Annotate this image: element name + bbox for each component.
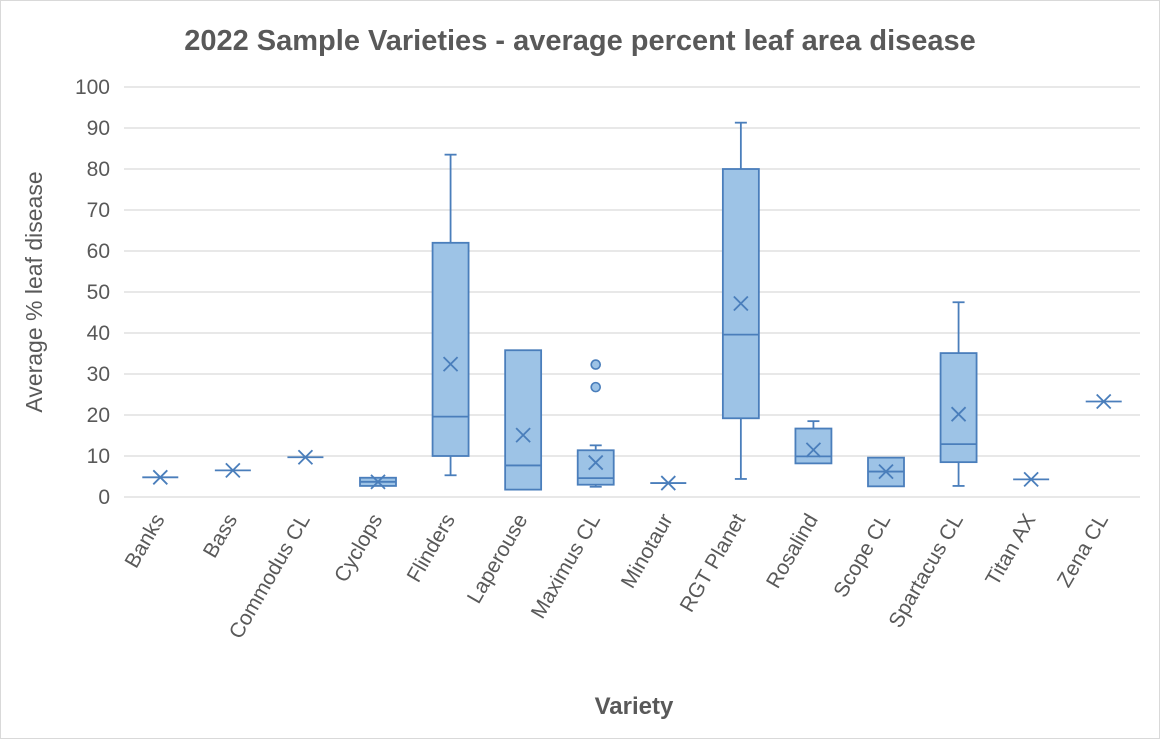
mean-marker <box>297 449 314 465</box>
mean-marker <box>515 427 531 443</box>
x-tick-label: RGT Planet <box>676 510 751 616</box>
y-tick-label: 80 <box>87 158 110 181</box>
iqr-box <box>576 449 615 486</box>
mean-marker <box>152 469 168 485</box>
x-tick-label: Titan AX <box>981 510 1040 590</box>
box-commodus-cl <box>287 449 324 465</box>
mean-marker <box>733 295 749 312</box>
x-tick-label: Spartacus CL <box>884 510 968 632</box>
box-zena-cl <box>1085 393 1122 410</box>
x-tick-label: Minotaur <box>617 510 678 592</box>
box-titan-ax <box>1013 471 1050 488</box>
box-scope-cl <box>867 456 905 488</box>
mean-marker <box>950 406 967 422</box>
box-spartacus-cl <box>939 301 978 487</box>
x-tick-label: Laperouse <box>463 510 533 607</box>
box-flinders <box>431 153 470 477</box>
y-tick-label: 100 <box>75 76 110 99</box>
box-rosalind <box>794 420 833 465</box>
iqr-box <box>504 349 543 491</box>
y-tick-label: 30 <box>87 363 110 386</box>
box-series <box>142 121 1122 491</box>
box-banks <box>142 469 179 485</box>
outlier-point <box>590 381 602 393</box>
y-tick-label: 40 <box>87 322 110 345</box>
x-tick-label: Bass <box>199 510 242 562</box>
y-tick-label: 0 <box>98 486 110 509</box>
x-tick-label: Banks <box>121 510 170 572</box>
y-axis-title: Average % leaf disease <box>21 171 47 412</box>
chart-title: 2022 Sample Varieties - average percent … <box>184 25 976 57</box>
y-tick-label: 60 <box>87 240 110 263</box>
iqr-box <box>721 168 760 420</box>
x-tick-label: Scope CL <box>829 510 895 601</box>
x-tick-label: Commodus CL <box>225 510 315 643</box>
y-tick-label: 10 <box>87 445 110 468</box>
iqr-box <box>431 241 470 457</box>
mean-marker <box>442 356 459 372</box>
mean-marker <box>805 442 822 458</box>
box-cyclops <box>359 474 397 490</box>
box-rgt-planet <box>721 121 760 480</box>
iqr-box <box>794 427 833 465</box>
box-laperouse <box>504 349 543 491</box>
x-axis-title: Variety <box>595 693 674 720</box>
mean-marker <box>1096 393 1112 410</box>
mean-marker <box>370 474 386 490</box>
x-tick-label: Cyclops <box>330 510 387 586</box>
y-tick-label: 20 <box>87 404 110 427</box>
mean-marker <box>588 454 604 471</box>
y-axis-ticks: 0 10 20 30 40 50 60 70 80 90 100 <box>75 76 110 509</box>
y-tick-label: 50 <box>87 281 110 304</box>
x-tick-label: Zena CL <box>1053 510 1113 591</box>
x-tick-label: Rosalind <box>762 510 823 592</box>
y-tick-label: 70 <box>87 199 110 222</box>
mean-marker <box>878 463 894 480</box>
gridlines <box>124 86 1140 498</box>
x-tick-label: Flinders <box>403 510 460 586</box>
box-minotaur <box>650 475 687 491</box>
iqr-box <box>939 352 978 464</box>
mean-marker <box>225 462 241 478</box>
mean-marker <box>1023 471 1039 488</box>
mean-marker <box>660 475 676 491</box>
outlier-point <box>590 359 602 370</box>
x-tick-label: Maximus CL <box>527 510 605 623</box>
box-bass <box>214 462 251 478</box>
box-maximus-cl <box>576 359 615 488</box>
y-tick-label: 90 <box>87 117 110 140</box>
